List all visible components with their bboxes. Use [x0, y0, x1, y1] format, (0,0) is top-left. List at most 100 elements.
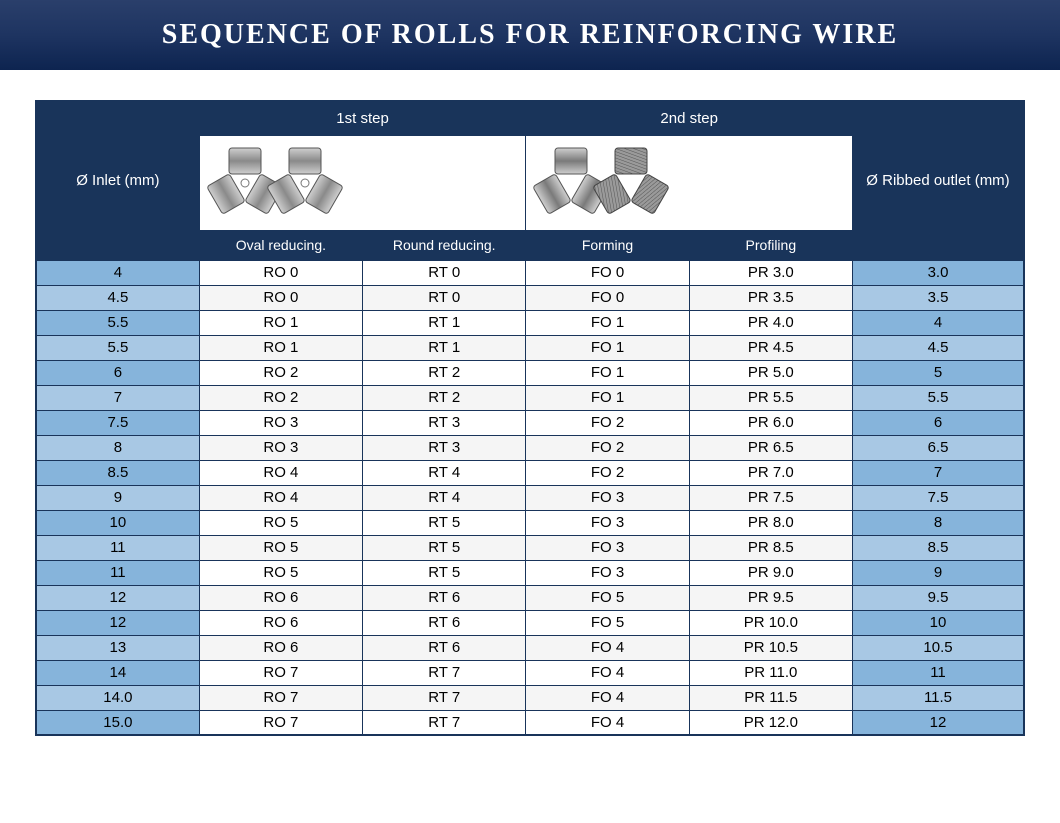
cell-inlet: 8: [36, 435, 199, 460]
cell-round: RT 5: [363, 560, 526, 585]
cell-form: FO 2: [526, 460, 689, 485]
cell-outlet: 9.5: [852, 585, 1024, 610]
cell-oval: RO 0: [199, 260, 362, 285]
cell-oval: RO 6: [199, 635, 362, 660]
cell-oval: RO 0: [199, 285, 362, 310]
cell-prof: PR 5.0: [689, 360, 852, 385]
table-row: 13RO 6RT 6FO 4PR 10.510.5: [36, 635, 1024, 660]
header-profiling: Profiling: [689, 230, 852, 260]
cell-oval: RO 5: [199, 535, 362, 560]
cell-inlet: 4.5: [36, 285, 199, 310]
rolls-table: Ø Inlet (mm) 1st step 2nd step Ø Ribbed …: [35, 100, 1025, 736]
cell-inlet: 12: [36, 610, 199, 635]
cell-outlet: 9: [852, 560, 1024, 585]
cell-form: FO 4: [526, 685, 689, 710]
table-row: 10RO 5RT 5FO 3PR 8.08: [36, 510, 1024, 535]
table-row: 6RO 2RT 2FO 1PR 5.05: [36, 360, 1024, 385]
cell-prof: PR 4.5: [689, 335, 852, 360]
cell-form: FO 5: [526, 610, 689, 635]
cell-outlet: 12: [852, 710, 1024, 735]
cell-inlet: 7: [36, 385, 199, 410]
cell-inlet: 4: [36, 260, 199, 285]
cell-oval: RO 2: [199, 385, 362, 410]
table-row: 11RO 5RT 5FO 3PR 9.09: [36, 560, 1024, 585]
cell-prof: PR 10.5: [689, 635, 852, 660]
cell-outlet: 6: [852, 410, 1024, 435]
cell-prof: PR 12.0: [689, 710, 852, 735]
cell-outlet: 4: [852, 310, 1024, 335]
cell-outlet: 7.5: [852, 485, 1024, 510]
cell-prof: PR 11.0: [689, 660, 852, 685]
cell-round: RT 6: [363, 610, 526, 635]
header-outlet: Ø Ribbed outlet (mm): [852, 101, 1024, 260]
cell-prof: PR 7.0: [689, 460, 852, 485]
cell-form: FO 0: [526, 260, 689, 285]
cell-inlet: 9: [36, 485, 199, 510]
cell-prof: PR 6.0: [689, 410, 852, 435]
cell-oval: RO 1: [199, 335, 362, 360]
table-row: 4RO 0RT 0FO 0PR 3.03.0: [36, 260, 1024, 285]
cell-inlet: 11: [36, 560, 199, 585]
cell-form: FO 3: [526, 535, 689, 560]
cell-oval: RO 5: [199, 510, 362, 535]
cell-round: RT 0: [363, 285, 526, 310]
cell-prof: PR 4.0: [689, 310, 852, 335]
cell-oval: RO 7: [199, 660, 362, 685]
table-row: 12RO 6RT 6FO 5PR 9.59.5: [36, 585, 1024, 610]
cell-inlet: 7.5: [36, 410, 199, 435]
cell-prof: PR 10.0: [689, 610, 852, 635]
cell-prof: PR 5.5: [689, 385, 852, 410]
table-row: 14RO 7RT 7FO 4PR 11.011: [36, 660, 1024, 685]
cell-form: FO 1: [526, 310, 689, 335]
cell-prof: PR 8.5: [689, 535, 852, 560]
cell-outlet: 10.5: [852, 635, 1024, 660]
cell-outlet: 3.5: [852, 285, 1024, 310]
cell-outlet: 7: [852, 460, 1024, 485]
cell-inlet: 5.5: [36, 335, 199, 360]
cell-round: RT 6: [363, 635, 526, 660]
cell-form: FO 1: [526, 335, 689, 360]
cell-oval: RO 6: [199, 610, 362, 635]
title-bar: SEQUENCE OF ROLLS FOR REINFORCING WIRE: [0, 0, 1060, 70]
header-oval: Oval reducing.: [199, 230, 362, 260]
table-row: 8.5RO 4RT 4FO 2PR 7.07: [36, 460, 1024, 485]
cell-outlet: 4.5: [852, 335, 1024, 360]
roll-graphic-step1: [199, 135, 526, 230]
roll-graphic-step2: [526, 135, 853, 230]
cell-form: FO 0: [526, 285, 689, 310]
header-forming: Forming: [526, 230, 689, 260]
cell-inlet: 5.5: [36, 310, 199, 335]
cell-inlet: 13: [36, 635, 199, 660]
cell-prof: PR 3.0: [689, 260, 852, 285]
header-inlet: Ø Inlet (mm): [36, 101, 199, 260]
cell-outlet: 5.5: [852, 385, 1024, 410]
cell-oval: RO 1: [199, 310, 362, 335]
table-row: 4.5RO 0RT 0FO 0PR 3.53.5: [36, 285, 1024, 310]
cell-inlet: 15.0: [36, 710, 199, 735]
cell-inlet: 12: [36, 585, 199, 610]
cell-inlet: 11: [36, 535, 199, 560]
cell-form: FO 5: [526, 585, 689, 610]
cell-oval: RO 2: [199, 360, 362, 385]
table-body: 4RO 0RT 0FO 0PR 3.03.04.5RO 0RT 0FO 0PR …: [36, 260, 1024, 735]
table-row: 8RO 3RT 3FO 2PR 6.56.5: [36, 435, 1024, 460]
cell-form: FO 4: [526, 710, 689, 735]
cell-oval: RO 6: [199, 585, 362, 610]
cell-round: RT 0: [363, 260, 526, 285]
header-step2: 2nd step: [526, 101, 853, 135]
table-row: 7.5RO 3RT 3FO 2PR 6.06: [36, 410, 1024, 435]
table-container: Ø Inlet (mm) 1st step 2nd step Ø Ribbed …: [0, 70, 1060, 766]
cell-outlet: 11.5: [852, 685, 1024, 710]
cell-round: RT 6: [363, 585, 526, 610]
cell-round: RT 7: [363, 685, 526, 710]
cell-prof: PR 9.5: [689, 585, 852, 610]
cell-oval: RO 4: [199, 460, 362, 485]
cell-round: RT 4: [363, 460, 526, 485]
cell-prof: PR 8.0: [689, 510, 852, 535]
cell-prof: PR 6.5: [689, 435, 852, 460]
cell-inlet: 14.0: [36, 685, 199, 710]
cell-outlet: 8: [852, 510, 1024, 535]
cell-prof: PR 11.5: [689, 685, 852, 710]
table-row: 5.5RO 1RT 1FO 1PR 4.54.5: [36, 335, 1024, 360]
cell-outlet: 10: [852, 610, 1024, 635]
